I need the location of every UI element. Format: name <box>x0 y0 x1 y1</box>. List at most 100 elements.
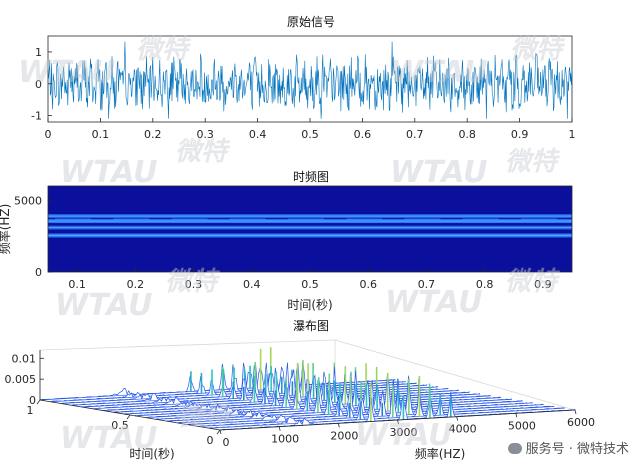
waterfall-freq-ticks: 0 1000 2000 3000 4000 5000 6000 <box>219 409 595 449</box>
signal-x-ticks: 0 0.1 0.2 0.3 0.4 0.5 0.6 0.7 0.8 0.9 1 <box>45 118 576 141</box>
spectrogram-band-core <box>48 226 572 229</box>
waterfall-x-label: 频率(HZ) <box>415 446 466 461</box>
signal-x-tick-label: 0 <box>45 128 52 141</box>
spectrogram-burst <box>346 218 383 223</box>
signal-x-tick-label: 0.3 <box>196 128 214 141</box>
waterfall-z-tick-label: 0 <box>29 394 36 407</box>
watermark-logo: WTAU <box>390 155 487 190</box>
signal-y-tick-label: 0 <box>35 78 42 91</box>
watermark-logo: WTAU <box>55 288 152 323</box>
watermark-1: WTAU 微特 <box>18 35 192 90</box>
waterfall-trace <box>177 373 533 424</box>
spectrogram-x-tick-label: 0.7 <box>418 278 436 291</box>
signal-x-tick-label: 0.2 <box>144 128 162 141</box>
chat-icon <box>507 443 522 454</box>
footer-text: 服务号 · 微特技术 <box>525 442 629 457</box>
watermark-brand: 微特 <box>505 267 561 297</box>
waterfall-freq-tick-label: 6000 <box>567 416 595 429</box>
spectrogram-burst <box>171 218 208 223</box>
signal-x-tick-label: 0.1 <box>92 128 110 141</box>
watermark-logo: WTAU <box>18 55 115 90</box>
spectrogram-y-ticks: 0 5000 <box>14 194 52 279</box>
waterfall-time-tick-label: 1 <box>27 404 34 417</box>
waterfall-traces <box>39 347 576 431</box>
spectrogram-band-core <box>48 234 572 237</box>
waterfall-time-ticks: 00.51 <box>27 399 221 447</box>
spectrogram-title: 时频图 <box>293 170 329 184</box>
waterfall-trace <box>156 380 512 420</box>
signal-subplot: 原始信号 0 0.1 0.2 0.3 0.4 0.5 0.6 0.7 0.8 0.9 1 -101 <box>31 15 575 141</box>
signal-y-tick-label: -1 <box>31 110 42 123</box>
signal-x-tick-label: 0.6 <box>354 128 372 141</box>
watermark-2: WTAU 微特 <box>390 35 566 90</box>
waterfall-z-tick-label: 0.01 <box>12 352 37 365</box>
waterfall-time-tick-mark <box>126 414 131 420</box>
waterfall-time-tick-label: 0 <box>207 434 214 447</box>
waterfall-freq-tick-mark <box>515 413 518 418</box>
signal-waveform <box>47 41 573 119</box>
waterfall-trace <box>187 378 544 426</box>
watermark-brand: 微特 <box>510 35 566 65</box>
watermark-3: WTAU 微特 <box>60 137 231 190</box>
spectrogram-x-tick-label: 0.2 <box>127 278 145 291</box>
waterfall-time-tick-mark <box>36 399 41 405</box>
waterfall-freq-tick-mark <box>574 409 577 415</box>
spectrogram-burst <box>404 218 441 223</box>
spectrogram-subplot: 时频图 0.1 0.2 0.3 0.4 0.5 0.6 0.7 0.8 0.9 0 5000 时间… <box>0 170 573 312</box>
watermark-4: WTAU 微特 <box>390 147 561 190</box>
waterfall-trace <box>39 363 396 401</box>
waterfall-trace <box>82 362 438 408</box>
watermark-logo: WTAU <box>355 418 452 453</box>
spectrogram-x-tick-label: 0.9 <box>534 278 552 291</box>
watermark-logo: WTAU <box>60 421 157 456</box>
watermark-5: WTAU 微特 <box>55 267 221 323</box>
spectrogram-burst <box>288 218 324 223</box>
signal-x-tick-label: 0.4 <box>249 128 267 141</box>
watermark-brand: 微特 <box>178 402 234 432</box>
watermark-brand: 微特 <box>175 137 231 167</box>
waterfall-time-tick-label: 0.5 <box>111 419 129 432</box>
waterfall-trace <box>50 364 406 403</box>
watermark-8: WTAU <box>355 418 452 453</box>
spectrogram-burst <box>55 218 92 223</box>
spectrogram-y-tick-label: 0 <box>35 266 42 279</box>
watermark-brand: 微特 <box>165 267 221 297</box>
spectrogram-burst <box>462 218 499 223</box>
waterfall-time-tick-mark <box>216 429 221 435</box>
waterfall-freq-tick-label: 1000 <box>271 433 299 446</box>
waterfall-freq-tick-mark <box>337 423 340 428</box>
waterfall-trace <box>61 362 417 404</box>
signal-x-tick-label: 0.5 <box>301 128 319 141</box>
footer-credit: 服务号 · 微特技术 <box>507 438 629 457</box>
watermark-logo: WTAU <box>390 55 487 90</box>
signal-x-tick-label: 0.7 <box>406 128 424 141</box>
watermark-logo: WTAU <box>60 155 157 190</box>
watermark-layer: WTAU 微特 WTAU 微特 WTAU 微特 WTAU 微特 WTAU 微特 … <box>18 35 566 456</box>
spectrogram-x-tick-label: 0.5 <box>301 278 319 291</box>
waterfall-freq-tick-mark <box>278 426 281 431</box>
waterfall-freq-tick-label: 5000 <box>508 419 536 432</box>
signal-title: 原始信号 <box>287 15 335 29</box>
waterfall-trace <box>124 366 481 415</box>
waterfall-trace <box>92 361 449 410</box>
watermark-6: WTAU 微特 <box>385 267 561 320</box>
signal-x-tick-label: 1 <box>569 128 576 141</box>
waterfall-y-label: 时间(秒) <box>129 447 174 461</box>
waterfall-trace <box>103 362 459 411</box>
signal-y-ticks: -1 0 1 <box>31 46 52 123</box>
spectrogram-y-tick-label: 5000 <box>14 194 42 207</box>
signal-y-tick-label: 1 <box>35 46 42 59</box>
signal-x-tick-label: 0.9 <box>511 128 529 141</box>
waterfall-z-tick-label: 0.005 <box>5 373 37 386</box>
waterfall-freq-tick-mark <box>219 429 222 435</box>
spectrogram-burst <box>113 218 150 223</box>
waterfall-freq-tick-mark <box>397 419 399 425</box>
waterfall-trace <box>198 375 555 427</box>
spectrogram-burst <box>229 218 266 223</box>
spectrogram-x-tick-label: 0.8 <box>476 278 494 291</box>
waterfall-trace <box>219 392 576 431</box>
spectrogram-burst <box>520 218 557 223</box>
spectrogram-band-core <box>48 215 572 217</box>
waterfall-trace <box>145 370 502 418</box>
waterfall-freq-tick-label: 2000 <box>330 429 358 442</box>
